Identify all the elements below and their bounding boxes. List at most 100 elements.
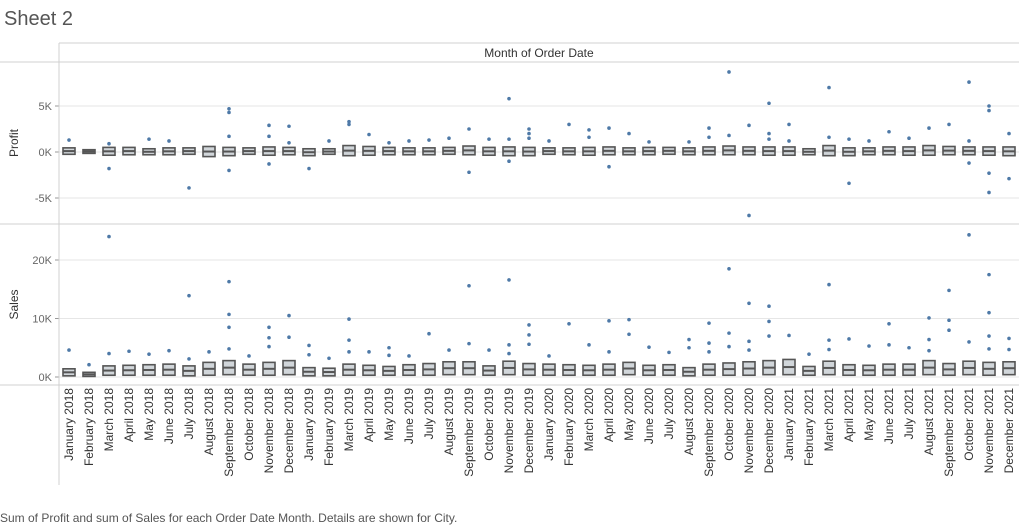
data-point[interactable] bbox=[1007, 347, 1011, 352]
data-point[interactable] bbox=[667, 350, 671, 355]
data-point[interactable] bbox=[747, 213, 751, 218]
data-point[interactable] bbox=[987, 190, 991, 195]
data-point[interactable] bbox=[327, 356, 331, 361]
data-point[interactable] bbox=[287, 124, 291, 129]
data-point[interactable] bbox=[107, 234, 111, 239]
data-point[interactable] bbox=[907, 345, 911, 350]
data-point[interactable] bbox=[947, 328, 951, 333]
data-point[interactable] bbox=[967, 80, 971, 84]
data-point[interactable] bbox=[527, 342, 531, 347]
data-point[interactable] bbox=[827, 85, 831, 90]
data-point[interactable] bbox=[847, 181, 851, 186]
data-point[interactable] bbox=[887, 321, 891, 326]
data-point[interactable] bbox=[847, 337, 851, 341]
data-point[interactable] bbox=[507, 278, 511, 282]
data-point[interactable] bbox=[627, 332, 631, 337]
data-point[interactable] bbox=[307, 352, 311, 357]
data-point[interactable] bbox=[687, 345, 691, 350]
data-point[interactable] bbox=[147, 137, 151, 141]
data-point[interactable] bbox=[607, 126, 611, 130]
data-point[interactable] bbox=[507, 137, 511, 141]
data-point[interactable] bbox=[407, 139, 411, 143]
data-point[interactable] bbox=[767, 131, 771, 136]
data-point[interactable] bbox=[607, 350, 611, 354]
data-point[interactable] bbox=[147, 352, 151, 356]
data-point[interactable] bbox=[987, 272, 991, 277]
data-point[interactable] bbox=[987, 104, 991, 108]
data-point[interactable] bbox=[747, 339, 751, 344]
data-point[interactable] bbox=[87, 362, 91, 367]
data-point[interactable] bbox=[287, 335, 291, 340]
data-point[interactable] bbox=[287, 141, 291, 145]
data-point[interactable] bbox=[367, 350, 371, 354]
data-point[interactable] bbox=[727, 331, 731, 335]
data-point[interactable] bbox=[607, 319, 611, 323]
data-point[interactable] bbox=[947, 122, 951, 127]
data-point[interactable] bbox=[807, 352, 811, 356]
data-point[interactable] bbox=[107, 166, 111, 171]
data-point[interactable] bbox=[347, 317, 351, 321]
data-point[interactable] bbox=[267, 162, 271, 166]
data-point[interactable] bbox=[587, 343, 591, 347]
data-point[interactable] bbox=[527, 333, 531, 337]
data-point[interactable] bbox=[887, 129, 891, 134]
data-point[interactable] bbox=[127, 349, 131, 354]
data-point[interactable] bbox=[267, 134, 271, 139]
data-point[interactable] bbox=[907, 136, 911, 140]
data-point[interactable] bbox=[967, 340, 971, 344]
data-point[interactable] bbox=[227, 134, 231, 139]
data-point[interactable] bbox=[747, 301, 751, 306]
data-point[interactable] bbox=[427, 138, 431, 142]
data-point[interactable] bbox=[827, 282, 831, 287]
data-point[interactable] bbox=[107, 351, 111, 356]
data-point[interactable] bbox=[787, 333, 791, 338]
data-point[interactable] bbox=[267, 344, 271, 349]
data-point[interactable] bbox=[927, 316, 931, 320]
data-point[interactable] bbox=[227, 312, 231, 317]
data-point[interactable] bbox=[747, 348, 751, 352]
data-point[interactable] bbox=[287, 313, 291, 318]
data-point[interactable] bbox=[587, 135, 591, 140]
data-point[interactable] bbox=[227, 168, 231, 173]
data-point[interactable] bbox=[267, 123, 271, 128]
data-point[interactable] bbox=[507, 96, 511, 101]
data-point[interactable] bbox=[827, 347, 831, 352]
data-point[interactable] bbox=[227, 279, 231, 284]
data-point[interactable] bbox=[927, 126, 931, 130]
data-point[interactable] bbox=[787, 122, 791, 127]
data-point[interactable] bbox=[707, 135, 711, 140]
data-point[interactable] bbox=[227, 106, 231, 111]
data-point[interactable] bbox=[887, 343, 891, 347]
data-point[interactable] bbox=[687, 140, 691, 144]
data-point[interactable] bbox=[647, 345, 651, 349]
data-point[interactable] bbox=[647, 140, 651, 144]
data-point[interactable] bbox=[967, 233, 971, 237]
data-point[interactable] bbox=[347, 350, 351, 354]
data-point[interactable] bbox=[507, 343, 511, 347]
data-point[interactable] bbox=[507, 159, 511, 163]
data-point[interactable] bbox=[987, 108, 991, 113]
data-point[interactable] bbox=[747, 123, 751, 128]
data-point[interactable] bbox=[387, 353, 391, 358]
data-point[interactable] bbox=[427, 331, 431, 336]
data-point[interactable] bbox=[627, 131, 631, 136]
data-point[interactable] bbox=[727, 266, 731, 271]
data-point[interactable] bbox=[527, 136, 531, 140]
data-point[interactable] bbox=[567, 321, 571, 326]
data-point[interactable] bbox=[447, 348, 451, 352]
data-point[interactable] bbox=[767, 319, 771, 324]
data-point[interactable] bbox=[307, 343, 311, 348]
data-point[interactable] bbox=[587, 128, 591, 132]
data-point[interactable] bbox=[727, 70, 731, 74]
data-point[interactable] bbox=[507, 351, 511, 356]
data-point[interactable] bbox=[227, 110, 231, 115]
data-point[interactable] bbox=[467, 127, 471, 131]
data-point[interactable] bbox=[687, 337, 691, 342]
data-point[interactable] bbox=[407, 354, 411, 358]
data-point[interactable] bbox=[1007, 131, 1011, 136]
data-point[interactable] bbox=[487, 348, 491, 352]
data-point[interactable] bbox=[267, 325, 271, 330]
data-point[interactable] bbox=[387, 345, 391, 350]
data-point[interactable] bbox=[987, 171, 991, 175]
data-point[interactable] bbox=[607, 164, 611, 169]
